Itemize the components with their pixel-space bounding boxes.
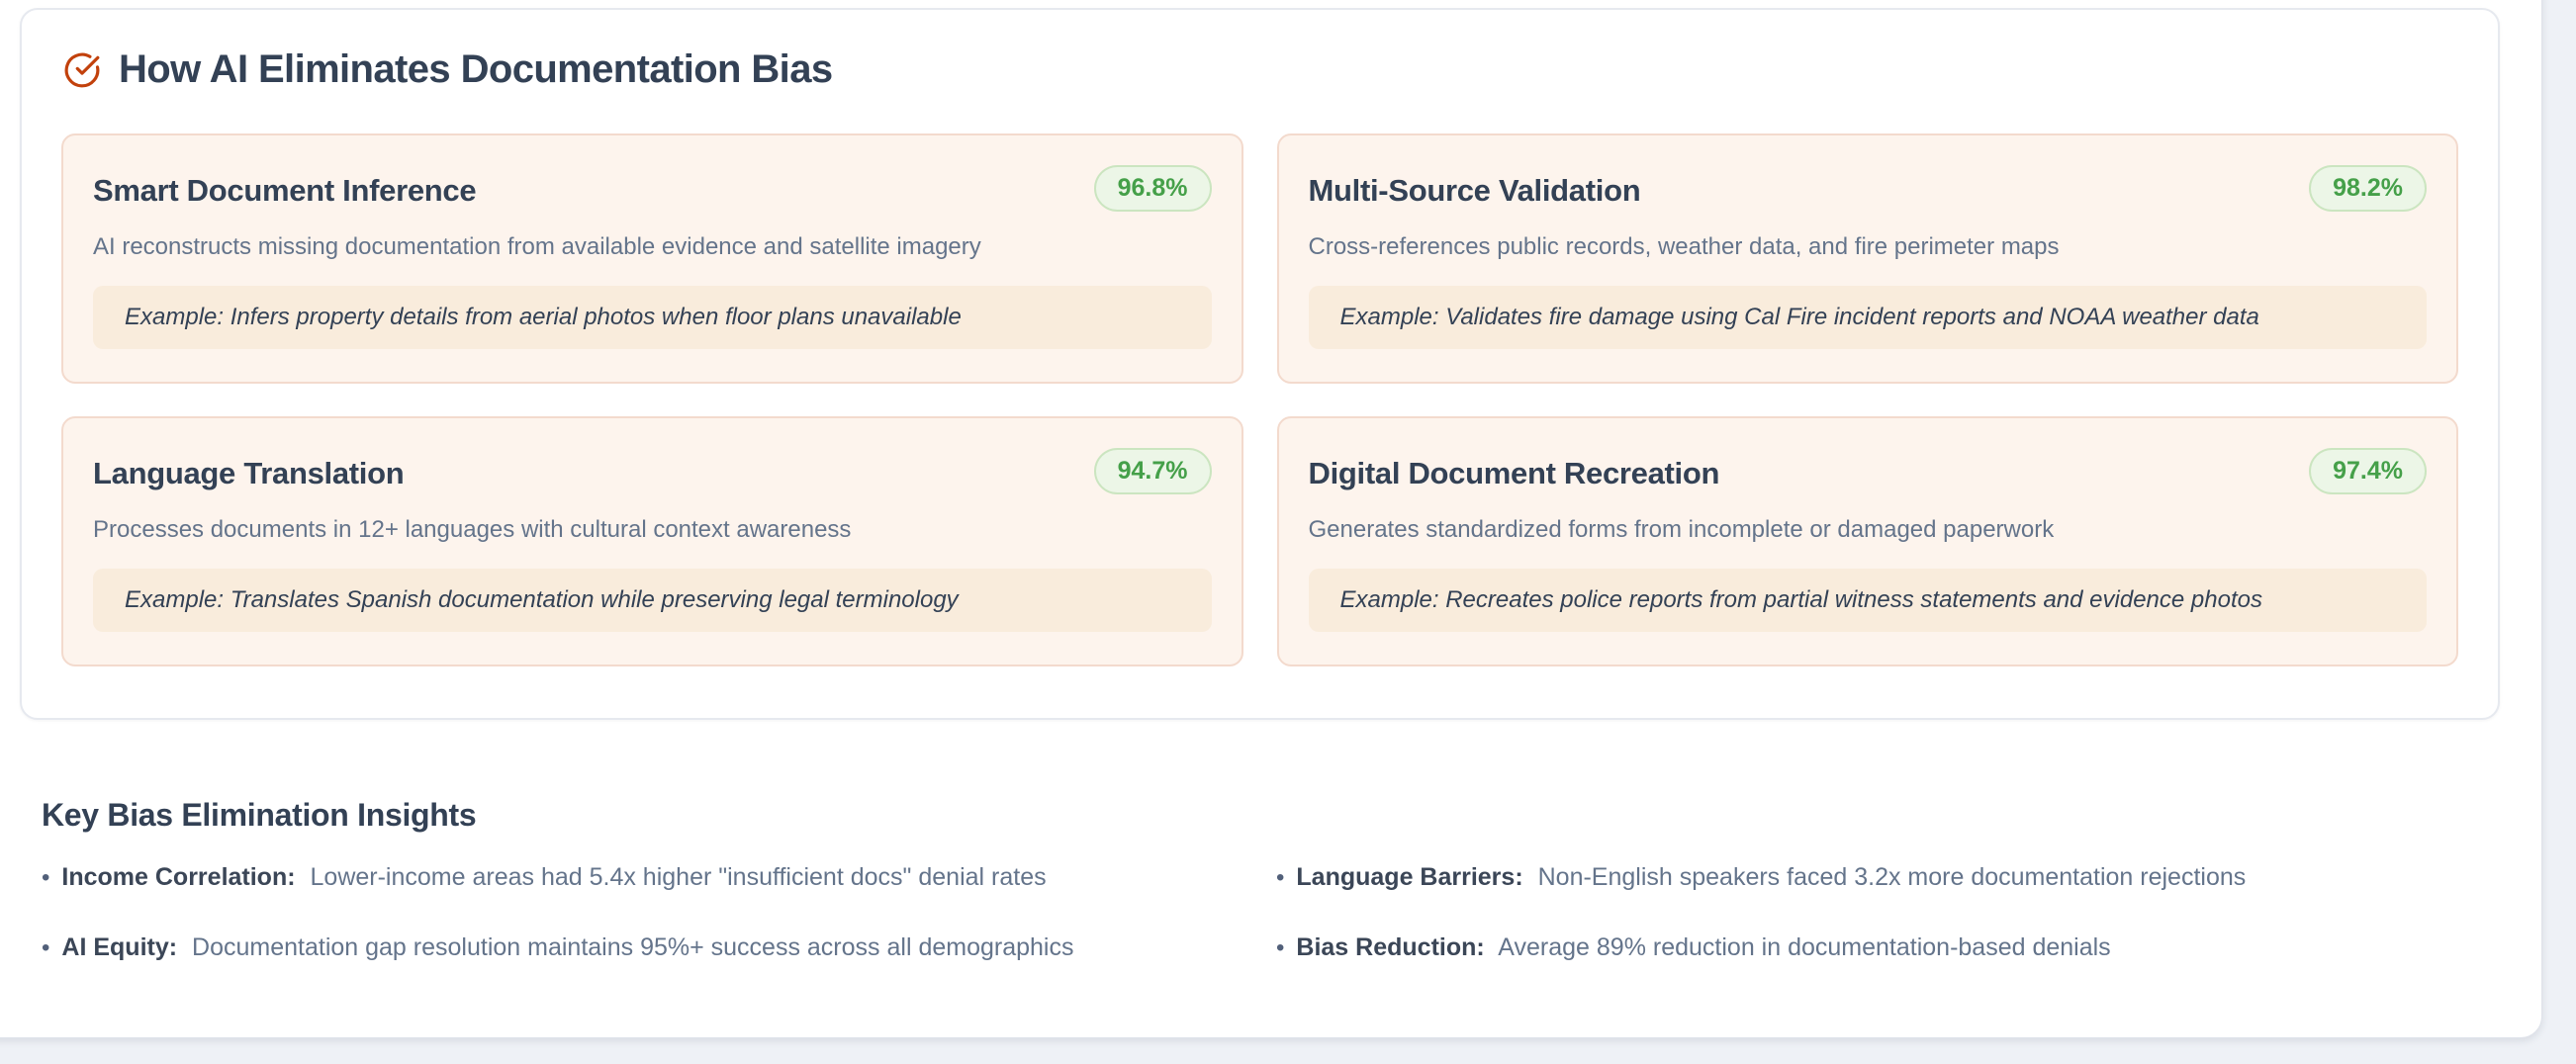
feature-card-description: Cross-references public records, weather… xyxy=(1308,232,2060,260)
insights-section: Key Bias Elimination Insights • Income C… xyxy=(42,797,2511,962)
ai-bias-section-card: How AI Eliminates Documentation Bias Sma… xyxy=(20,8,2500,720)
feature-card-description: AI reconstructs missing documentation fr… xyxy=(93,232,981,260)
bullet-icon: • xyxy=(42,934,50,961)
insight-label: Language Barriers: xyxy=(1296,863,1523,891)
insight-text: Documentation gap resolution maintains 9… xyxy=(192,933,1074,961)
feature-card-title: Language Translation xyxy=(93,456,405,490)
accuracy-badge: 96.8% xyxy=(1093,165,1212,212)
insights-title: Key Bias Elimination Insights xyxy=(42,797,477,833)
insight-text: Average 89% reduction in documentation-b… xyxy=(1498,933,2111,961)
insights-grid: • Income Correlation: Lower-income areas… xyxy=(42,863,2511,962)
bottom-page-gutter xyxy=(0,1038,2576,1064)
insight-text: Lower-income areas had 5.4x higher "insu… xyxy=(310,863,1047,891)
bullet-icon: • xyxy=(42,864,50,891)
feature-card-header: Multi-Source Validation 98.2% xyxy=(1308,165,2427,212)
feature-card-title: Digital Document Recreation xyxy=(1308,456,1720,490)
accuracy-badge: 97.4% xyxy=(2309,448,2427,494)
bullet-icon: • xyxy=(1276,864,1285,891)
feature-card-smart-document-inference: Smart Document Inference 96.8% AI recons… xyxy=(61,133,1243,384)
feature-card-description: Processes documents in 12+ languages wit… xyxy=(93,515,852,543)
feature-card-example: Example: Validates fire damage using Cal… xyxy=(1308,285,2427,349)
feature-cards-grid: Smart Document Inference 96.8% AI recons… xyxy=(61,133,2458,666)
insight-item-bias-reduction: • Bias Reduction: Average 89% reduction … xyxy=(1276,933,2511,962)
feature-card-description: Generates standardized forms from incomp… xyxy=(1308,515,2055,543)
feature-card-title: Multi-Source Validation xyxy=(1308,173,1641,208)
bullet-icon: • xyxy=(1276,934,1285,961)
feature-card-example: Example: Infers property details from ae… xyxy=(93,285,1212,349)
feature-card-digital-document-recreation: Digital Document Recreation 97.4% Genera… xyxy=(1276,416,2458,666)
insight-item-language-barriers: • Language Barriers: Non-English speaker… xyxy=(1276,863,2511,892)
check-circle-icon xyxy=(64,52,100,87)
accuracy-badge: 98.2% xyxy=(2309,165,2427,212)
insight-label: Bias Reduction: xyxy=(1296,933,1485,961)
insight-item-ai-equity: • AI Equity: Documentation gap resolutio… xyxy=(42,933,1276,962)
feature-card-multi-source-validation: Multi-Source Validation 98.2% Cross-refe… xyxy=(1276,133,2458,384)
feature-card-header: Smart Document Inference 96.8% xyxy=(93,165,1212,212)
feature-card-title: Smart Document Inference xyxy=(93,173,477,208)
feature-card-language-translation: Language Translation 94.7% Processes doc… xyxy=(61,416,1243,666)
insight-label: AI Equity: xyxy=(61,933,178,961)
insight-item-income-correlation: • Income Correlation: Lower-income areas… xyxy=(42,863,1276,892)
section-header: How AI Eliminates Documentation Bias xyxy=(63,47,2458,92)
feature-card-example: Example: Translates Spanish documentatio… xyxy=(93,568,1212,632)
accuracy-badge: 94.7% xyxy=(1093,448,1212,494)
feature-card-example: Example: Recreates police reports from p… xyxy=(1308,568,2427,632)
insight-text: Non-English speakers faced 3.2x more doc… xyxy=(1537,863,2247,891)
feature-card-header: Digital Document Recreation 97.4% xyxy=(1308,448,2427,494)
right-page-gutter xyxy=(2542,0,2576,1064)
section-title: How AI Eliminates Documentation Bias xyxy=(119,47,833,91)
feature-card-header: Language Translation 94.7% xyxy=(93,448,1212,494)
insight-label: Income Correlation: xyxy=(61,863,296,891)
